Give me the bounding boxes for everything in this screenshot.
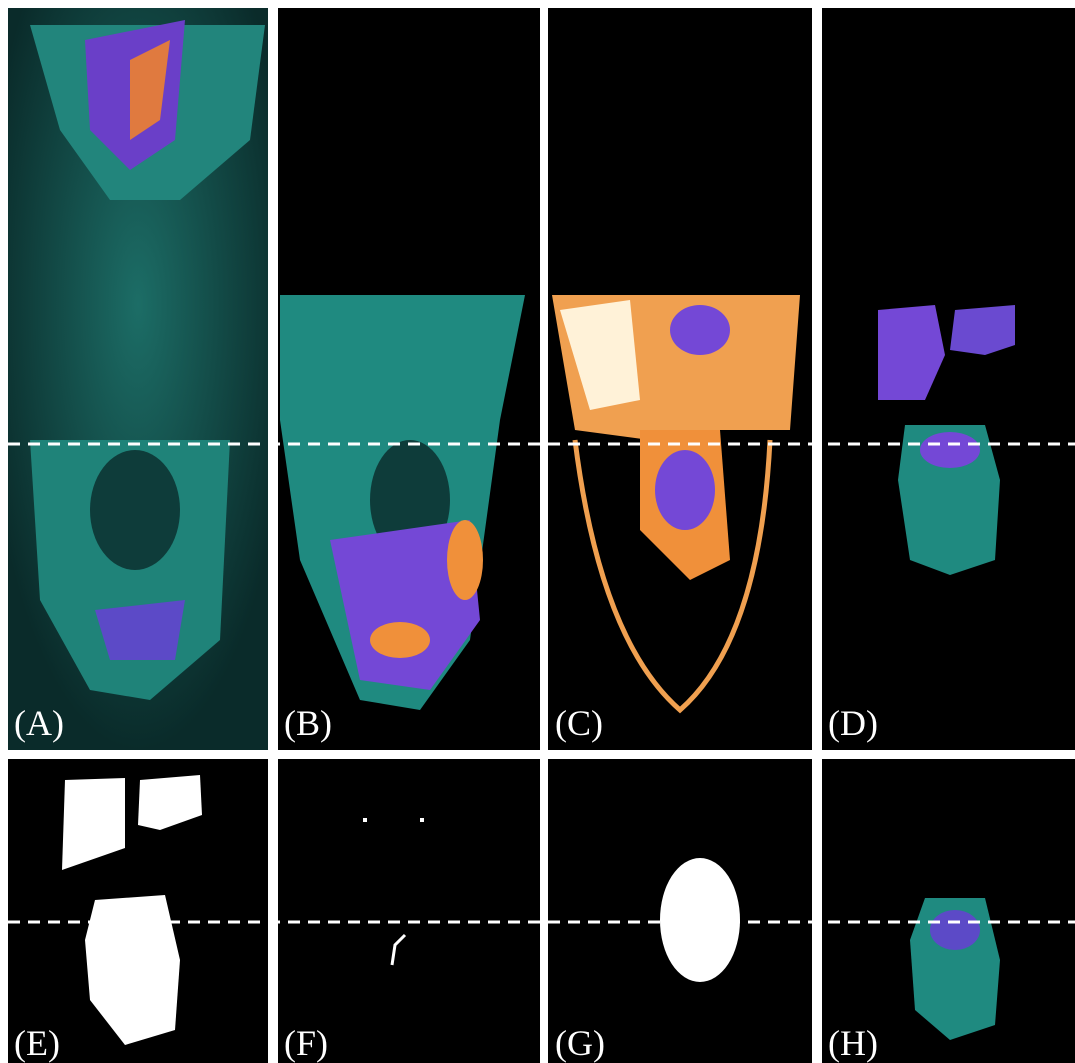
panel-c — [548, 8, 812, 750]
panel-d — [822, 8, 1075, 750]
panel-label: (B) — [284, 703, 332, 743]
panel-g — [548, 759, 812, 1063]
panel-a — [8, 8, 268, 750]
figure: (A) (B) (C) (D) (E) (F) (G) (H) — [0, 0, 1075, 1063]
panel-label: (H) — [828, 1023, 878, 1063]
panel-e — [8, 759, 268, 1063]
panel-h — [822, 759, 1075, 1063]
panel-f — [278, 759, 540, 1063]
panel-label: (A) — [14, 703, 64, 743]
panel-label: (C) — [555, 703, 603, 743]
panel-label: (F) — [284, 1023, 328, 1063]
panel-b — [278, 8, 540, 750]
panel-label: (E) — [14, 1023, 60, 1063]
panel-label: (D) — [828, 703, 878, 743]
panel-label: (G) — [555, 1023, 605, 1063]
